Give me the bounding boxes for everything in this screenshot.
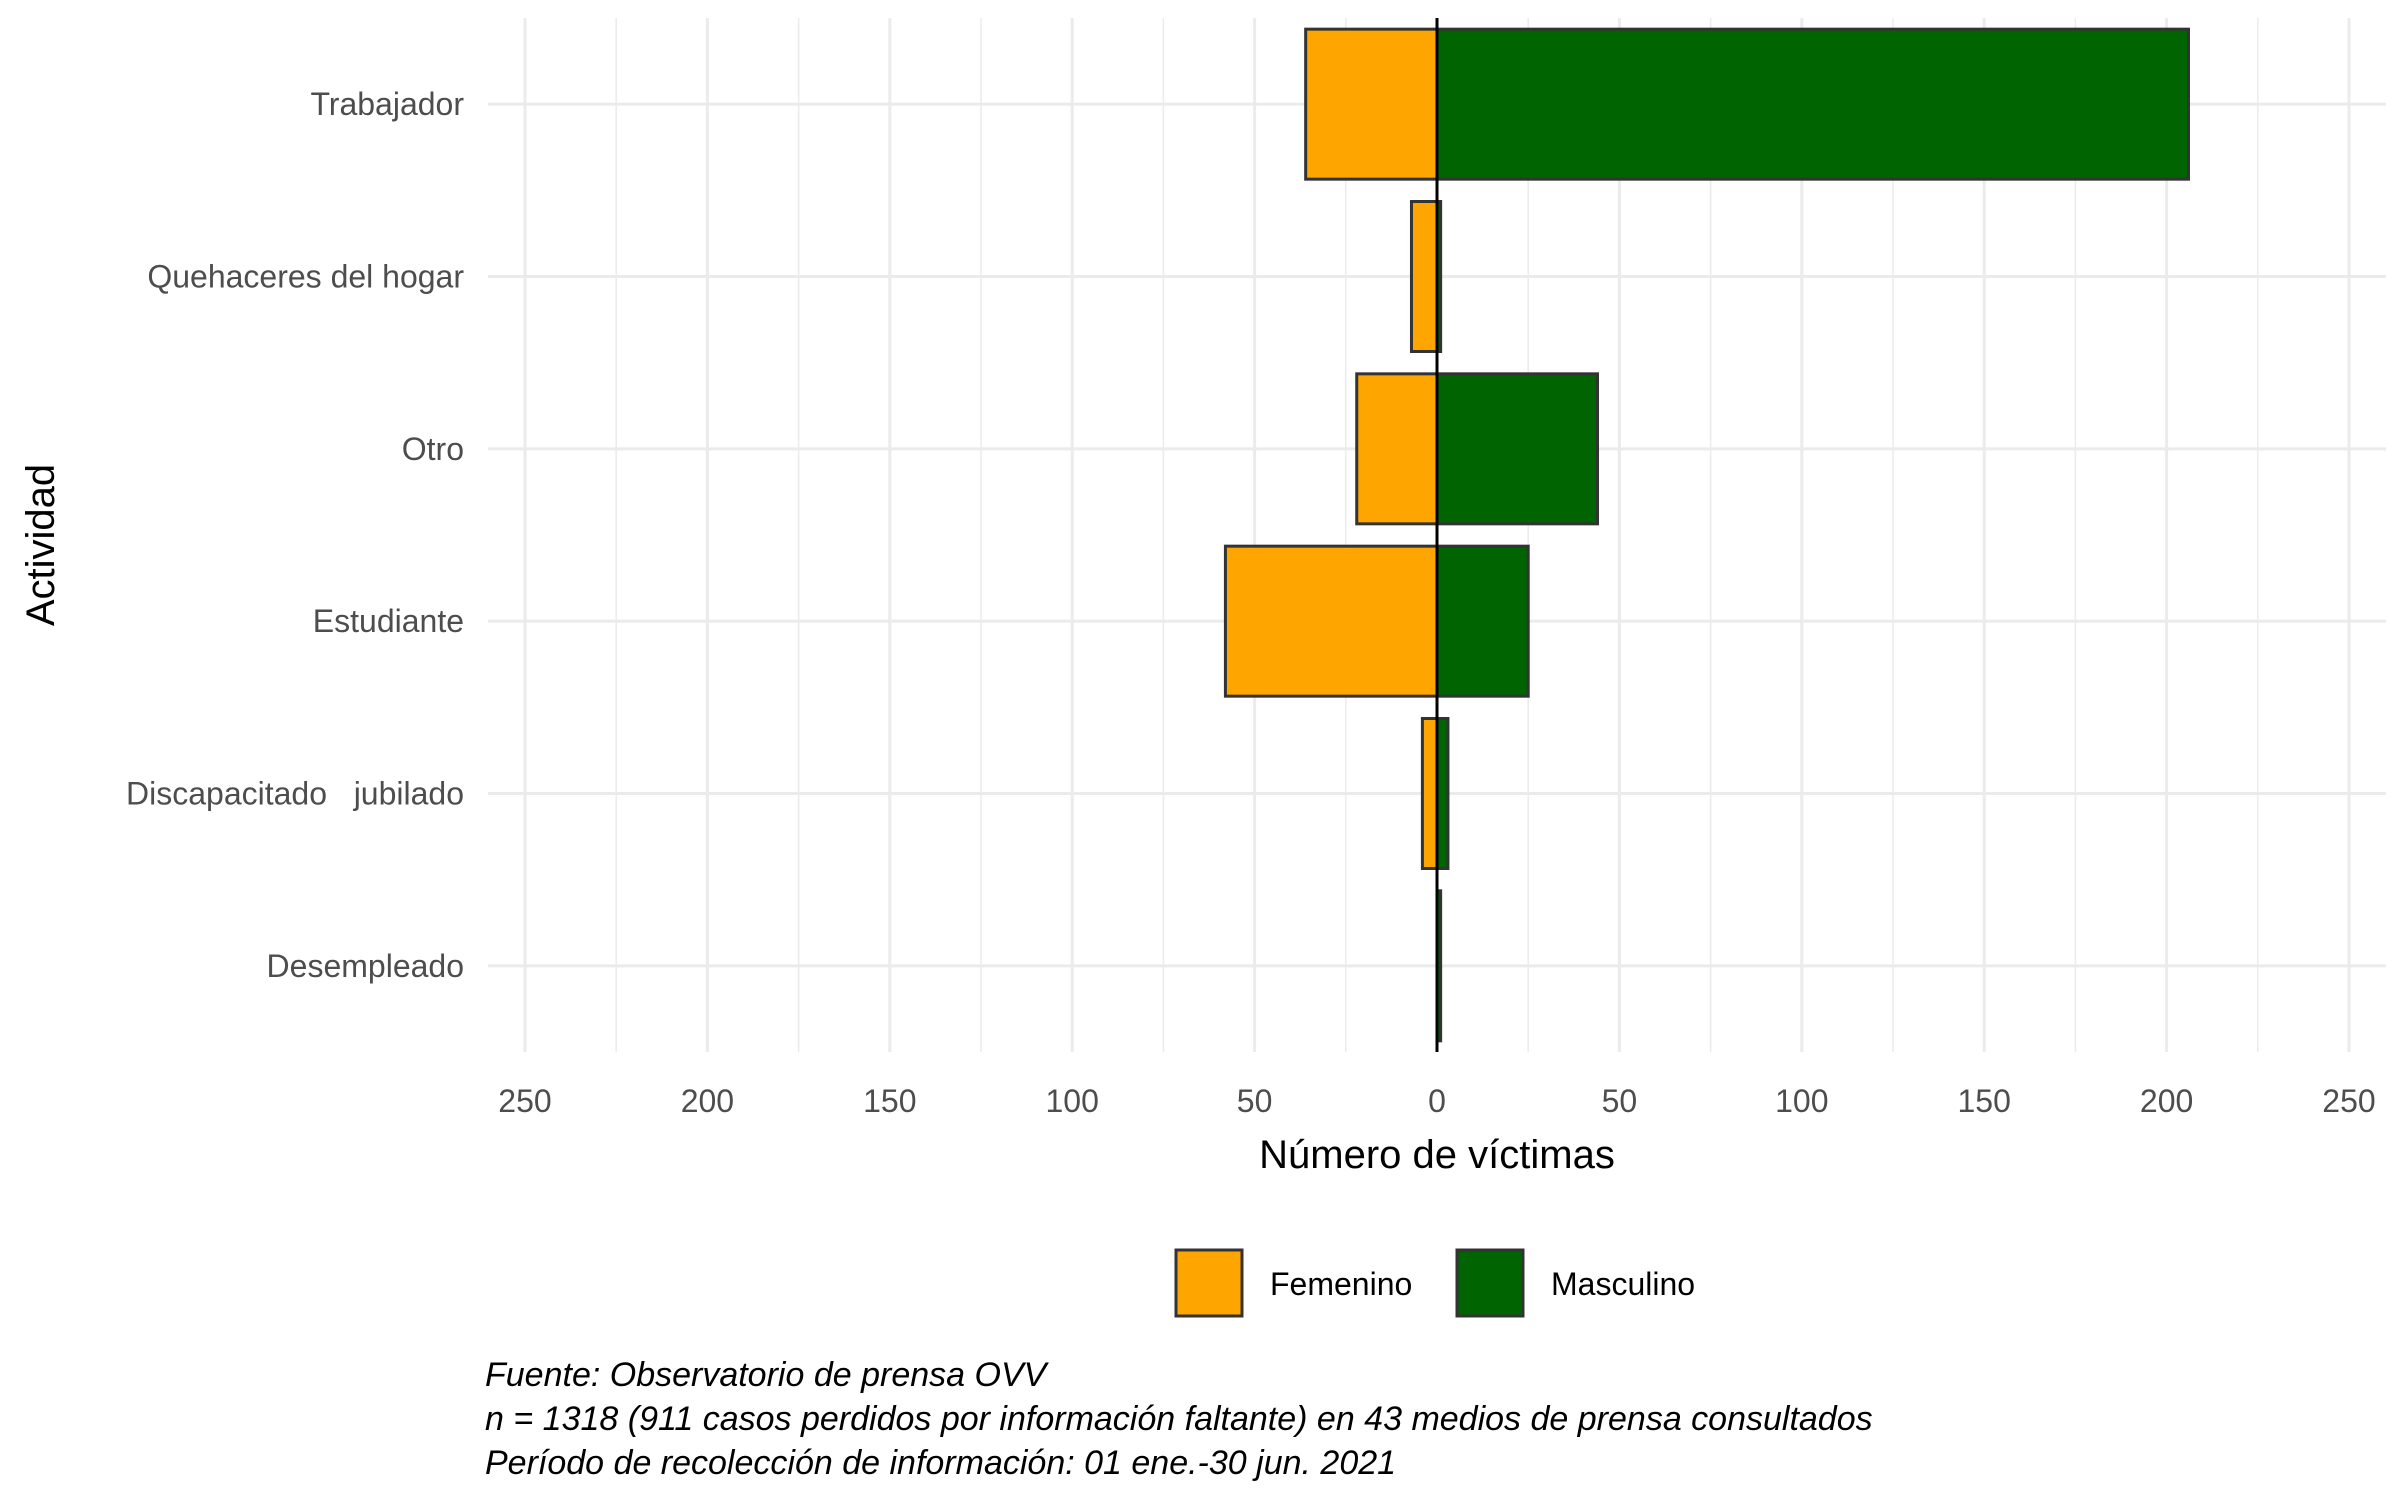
x-tick-label: 100 xyxy=(1775,1083,1828,1119)
x-tick-label: 250 xyxy=(498,1083,551,1119)
x-tick-label: 200 xyxy=(2140,1083,2193,1119)
caption-line-1: Fuente: Observatorio de prensa OVV xyxy=(485,1356,1050,1394)
x-tick-label: 100 xyxy=(1046,1083,1099,1119)
y-tick-label: Quehaceres del hogar xyxy=(147,259,464,295)
legend-label: Femenino xyxy=(1270,1266,1412,1302)
caption-line-3: Período de recolección de información: 0… xyxy=(485,1444,1396,1482)
bar-masculino xyxy=(1435,27,2190,181)
bar-femenino xyxy=(1304,27,1439,181)
bar-masculino xyxy=(1435,717,1450,870)
x-tick-label: 50 xyxy=(1602,1083,1638,1119)
bar-femenino xyxy=(1409,200,1439,353)
y-tick-labels: Trabajador Quehaceres del hogar Otro Estudi… xyxy=(126,86,464,984)
caption: Fuente: Observatorio de prensa OVV n = 1… xyxy=(485,1356,1873,1482)
x-tick-label: 0 xyxy=(1428,1083,1446,1119)
y-tick-label: Trabajador xyxy=(310,86,464,122)
x-tick-label: 200 xyxy=(681,1083,734,1119)
bar-femenino xyxy=(1223,544,1439,698)
bars-group xyxy=(1223,27,2190,1043)
caption-line-2: n = 1318 (911 casos perdidos por informa… xyxy=(485,1400,1873,1438)
bar-femenino xyxy=(1420,717,1439,870)
bar-femenino xyxy=(1355,372,1439,526)
bar-masculino xyxy=(1435,372,1600,526)
legend: Femenino Masculino xyxy=(1174,1248,1695,1318)
legend-item-masculino: Masculino xyxy=(1455,1248,1695,1318)
bar-masculino xyxy=(1435,544,1530,698)
y-tick-label: Estudiante xyxy=(313,603,464,639)
y-axis-title: Actividad xyxy=(19,464,63,626)
y-tick-label: Otro xyxy=(402,431,464,467)
x-tick-label: 50 xyxy=(1237,1083,1273,1119)
x-axis-title: Número de víctimas xyxy=(1259,1133,1615,1177)
x-tick-label: 150 xyxy=(863,1083,916,1119)
y-tick-label: Discapacitado jubilado xyxy=(126,776,464,812)
x-tick-label: 150 xyxy=(1958,1083,2011,1119)
legend-label: Masculino xyxy=(1551,1266,1695,1302)
legend-swatch xyxy=(1174,1248,1244,1318)
y-tick-label: Desempleado xyxy=(267,948,464,984)
legend-item-femenino: Femenino xyxy=(1174,1248,1412,1318)
x-tick-label: 250 xyxy=(2322,1083,2375,1119)
x-tick-labels: 250 200 150 100 50 0 50 100 150 200 250 xyxy=(498,1083,2375,1119)
legend-swatch xyxy=(1455,1248,1525,1318)
